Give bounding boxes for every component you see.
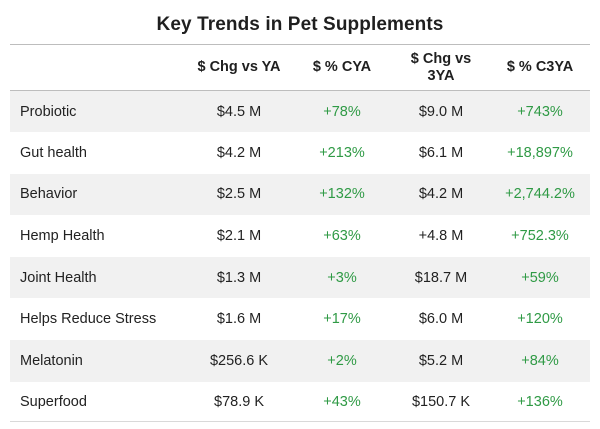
row-name: Melatonin [20,352,83,369]
row-name: Gut health [20,144,87,161]
row-chg-ya: $1.6 M [216,311,262,328]
row-chg-ya: $1.3 M [216,269,262,286]
table-row: Hemp Health $2.1 M +63% +4.8 M +752.3% [10,215,590,257]
table-title: Key Trends in Pet Supplements [156,14,444,35]
row-pct-cya: +3% [327,269,357,286]
row-chg-ya: $78.9 K [214,394,264,411]
row-chg-3ya: $18.7 M [414,269,468,286]
header-pct-c3ya: $ % C3YA [506,59,574,75]
row-chg-3ya: $6.1 M [418,144,464,161]
row-chg-ya: $4.2 M [216,144,262,161]
row-pct-cya: +63% [323,228,361,245]
row-name: Behavior [20,186,78,203]
row-chg-ya: $256.6 K [209,352,269,369]
row-name: Hemp Health [20,228,105,245]
header-chg-vs-3ya: $ Chg vs 3YA [410,50,472,84]
row-pct-cya: +43% [323,394,361,411]
table-row: Melatonin $256.6 K +2% $5.2 M +84% [10,340,590,382]
trends-table: $ Chg vs YA $ % CYA $ Chg vs 3YA $ % C3Y… [10,44,590,424]
header-chg-vs-ya: $ Chg vs YA [197,59,281,75]
table-row: Helps Reduce Stress $1.6 M +17% $6.0 M +… [10,298,590,341]
row-pct-c3ya: +743% [517,103,563,120]
row-pct-cya: +213% [319,144,365,161]
table-bottom-rule [10,421,590,422]
table-row: Behavior $2.5 M +132% $4.2 M +2,744.2% [10,173,590,216]
row-name: Helps Reduce Stress [20,311,157,328]
header-row: $ Chg vs YA $ % CYA $ Chg vs 3YA $ % C3Y… [10,44,590,91]
table-row: Joint Health $1.3 M +3% $18.7 M +59% [10,256,590,299]
table-row: Probiotic $4.5 M +78% $9.0 M +743% [10,90,590,133]
row-pct-c3ya: +136% [517,394,563,411]
row-chg-3ya: $4.2 M [418,186,464,203]
header-category [10,45,186,91]
row-name: Superfood [20,394,87,411]
row-pct-cya: +132% [319,186,365,203]
row-chg-3ya: $9.0 M [418,103,464,120]
table-row: Superfood $78.9 K +43% $150.7 K +136% [10,381,590,424]
row-name: Probiotic [20,103,77,120]
row-chg-ya: $4.5 M [216,103,262,120]
row-pct-c3ya: +84% [521,352,559,369]
row-pct-cya: +78% [323,103,361,120]
row-pct-c3ya: +2,744.2% [505,186,575,203]
row-chg-ya: $2.1 M [216,228,262,245]
row-chg-3ya: +4.8 M [418,228,464,245]
row-pct-cya: +17% [323,311,361,328]
row-chg-3ya: $150.7 K [411,394,471,411]
header-pct-cya: $ % CYA [312,59,372,75]
row-chg-3ya: $5.2 M [418,352,464,369]
row-pct-c3ya: +59% [521,269,559,286]
table-row: Gut health $4.2 M +213% $6.1 M +18,897% [10,132,590,174]
row-chg-ya: $2.5 M [216,186,262,203]
row-pct-cya: +2% [327,352,357,369]
row-pct-c3ya: +752.3% [511,228,569,245]
row-name: Joint Health [20,269,97,286]
row-chg-3ya: $6.0 M [418,311,464,328]
row-pct-c3ya: +120% [517,311,563,328]
row-pct-c3ya: +18,897% [507,144,573,161]
